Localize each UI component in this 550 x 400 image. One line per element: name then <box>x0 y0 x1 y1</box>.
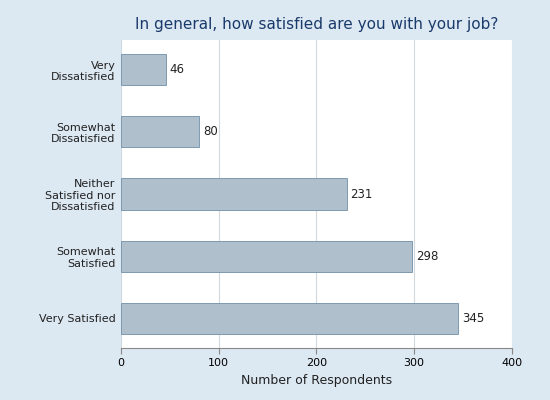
Text: 46: 46 <box>170 63 185 76</box>
Text: 345: 345 <box>461 312 484 325</box>
Bar <box>121 178 346 210</box>
Bar <box>121 116 199 147</box>
Title: In general, how satisfied are you with your job?: In general, how satisfied are you with y… <box>135 17 498 32</box>
Bar <box>121 303 458 334</box>
Text: 80: 80 <box>203 125 218 138</box>
Text: 231: 231 <box>350 188 373 200</box>
Bar <box>121 54 166 85</box>
Text: 298: 298 <box>416 250 438 263</box>
Bar <box>121 241 412 272</box>
X-axis label: Number of Respondents: Number of Respondents <box>241 374 392 387</box>
